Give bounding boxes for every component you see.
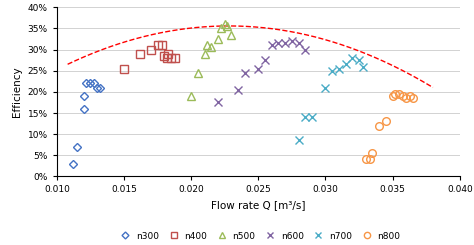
Y-axis label: Efficiency: Efficiency	[12, 67, 22, 117]
Legend: n300, n400, n500, n600, n700, n800: n300, n400, n500, n600, n700, n800	[116, 232, 401, 241]
X-axis label: Flow rate Q [m³/s]: Flow rate Q [m³/s]	[211, 200, 306, 210]
